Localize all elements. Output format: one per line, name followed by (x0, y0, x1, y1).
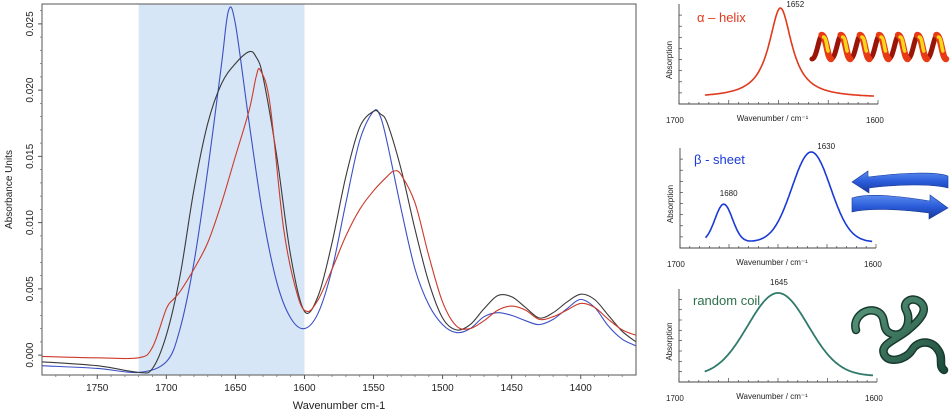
x-tick-label: 1700 (666, 394, 684, 403)
coil-tube-highlight (852, 296, 947, 373)
series-line-blue (41, 6, 637, 374)
x-axis-label: Wavenumber cm-1 (293, 400, 386, 412)
series-line-black (41, 50, 637, 374)
beta-strand-arrow (851, 170, 949, 194)
beta-strand-arrow (851, 194, 949, 220)
x-tick-label: 1450 (501, 383, 524, 394)
main-absorbance-chart: 1750 1700 1650 1600 1550 1500 1450 1400 0.0000.… (4, 3, 637, 412)
x-tick-label: 1650 (224, 383, 247, 394)
series-layer (41, 6, 637, 374)
x-tick-label: 1600 (865, 394, 883, 403)
peak-label: 1680 (720, 189, 738, 198)
helix-highlight (936, 35, 945, 53)
panel-axes (678, 4, 879, 105)
absorption-curve (704, 292, 874, 377)
x-tick-label: 1600 (866, 116, 884, 125)
y-axis: 0.000 0.005 0.010 0.015 0.020 0.025 (25, 10, 42, 368)
peak-label: 1630 (817, 142, 835, 151)
helix-highlight (879, 35, 888, 53)
y-axis-label: Absorption (665, 41, 674, 79)
helix-highlight (917, 35, 926, 53)
y-tick-label: 0.020 (25, 77, 36, 102)
random-coil-illustration (851, 295, 949, 375)
y-axis-label: Absorption (666, 185, 675, 223)
panel-axes (679, 148, 877, 249)
helix-highlight (840, 35, 849, 53)
helix-highlight (898, 35, 907, 53)
panel-title: β - sheet (694, 152, 745, 167)
series-line-red (41, 67, 637, 360)
y-axis-label: Absorbance Units (4, 150, 15, 229)
alpha-helix-illustration (809, 31, 950, 63)
x-tick-label: 1700 (155, 383, 178, 394)
x-tick-label: 1550 (362, 383, 385, 394)
alpha-helix-panel: α – helix 1652 Absorption Wavenumber / c… (665, 0, 884, 125)
x-tick-label: 1600 (293, 383, 316, 394)
y-axis-label: Absorption (665, 322, 674, 360)
x-tick-label: 1700 (667, 260, 685, 269)
x-tick-label: 1750 (86, 383, 109, 394)
beta-sheet-panel: β - sheet 1680 1630 Absorption Wavenumbe… (666, 142, 882, 269)
x-axis-label: Wavenumber / cm⁻¹ (736, 392, 808, 401)
x-tick-label: 1500 (431, 383, 454, 394)
x-axis: 1750 1700 1650 1600 1550 1500 1450 1400 (55, 375, 623, 394)
peak-label: 1652 (786, 0, 804, 9)
y-tick-label: 0.005 (25, 276, 36, 301)
x-tick-label: 1600 (864, 260, 882, 269)
plot-frame (41, 3, 637, 376)
helix-highlight (821, 35, 830, 53)
panel-title: α – helix (697, 10, 746, 25)
peak-label: 1645 (770, 278, 788, 287)
x-tick-label: 1700 (666, 116, 684, 125)
y-tick-label: 0.010 (25, 210, 36, 235)
panel-title: random coil (693, 293, 760, 308)
x-axis-label: Wavenumber / cm⁻¹ (736, 258, 808, 267)
x-tick-label: 1400 (570, 383, 593, 394)
helix-back-strand (809, 32, 825, 62)
helix-back-strand (847, 32, 864, 62)
absorption-curve (704, 151, 873, 243)
y-tick-label: 0.015 (25, 143, 36, 168)
x-axis-label: Wavenumber / cm⁻¹ (737, 114, 809, 123)
random-coil-panel: random coil 1645 Absorption Wavenumber /… (665, 278, 883, 403)
absorption-curve (704, 7, 874, 97)
beta-sheet-illustration (851, 170, 949, 220)
helix-back-strand (905, 32, 921, 62)
helix-highlight (860, 35, 869, 53)
y-tick-label: 0.025 (25, 11, 36, 36)
y-tick-label: 0.000 (25, 342, 36, 367)
panel-axes (678, 289, 878, 383)
